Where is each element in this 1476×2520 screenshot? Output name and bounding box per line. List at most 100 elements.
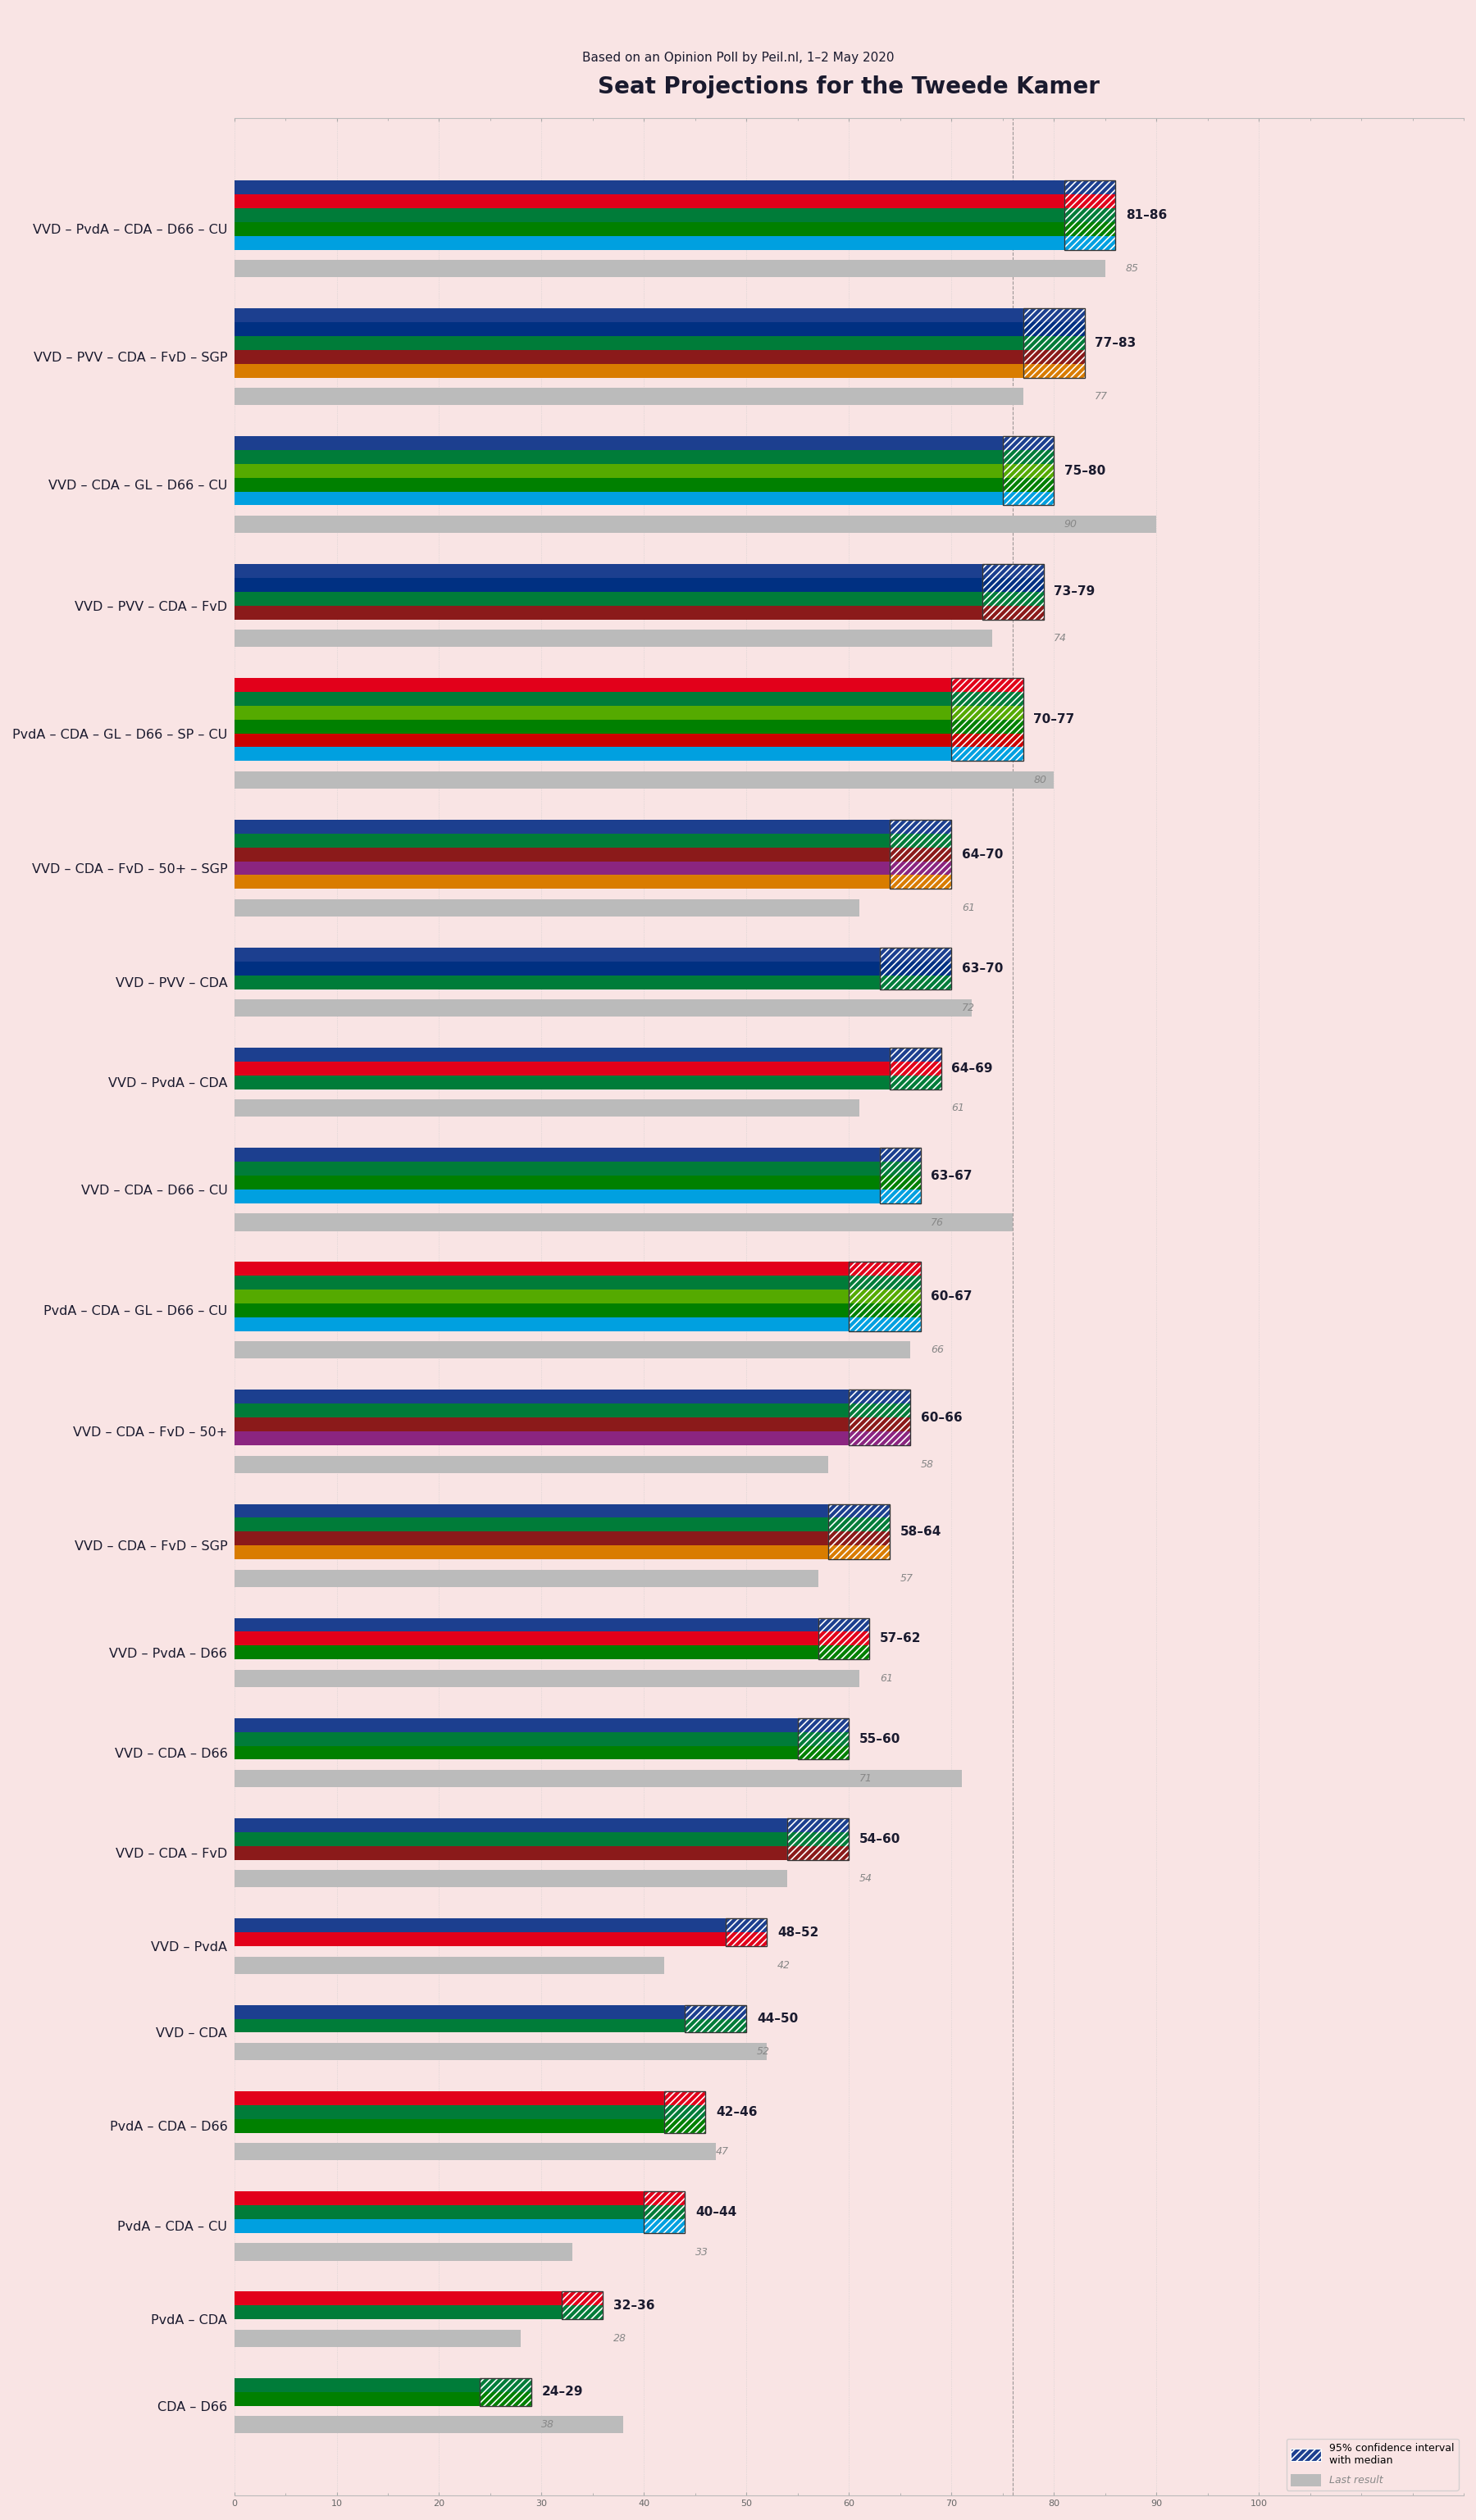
Bar <box>880 1149 921 1202</box>
Bar <box>235 464 1054 479</box>
Bar <box>235 1263 921 1275</box>
Text: 24–29: 24–29 <box>542 2386 583 2399</box>
Text: 47: 47 <box>716 2147 729 2157</box>
Bar <box>1064 181 1116 249</box>
Bar <box>235 1275 921 1290</box>
Bar <box>235 517 1156 534</box>
Bar <box>235 900 859 917</box>
Bar <box>235 436 1054 451</box>
Bar <box>818 1618 869 1658</box>
Text: 81–86: 81–86 <box>1126 209 1168 222</box>
Bar <box>797 1719 849 1759</box>
Bar <box>235 1731 849 1746</box>
Bar <box>1023 307 1085 378</box>
Bar <box>235 975 952 988</box>
Bar <box>235 1431 911 1444</box>
Legend: 95% confidence interval
with median, Last result: 95% confidence interval with median, Las… <box>1287 2439 1458 2490</box>
Bar <box>797 1719 849 1759</box>
Bar <box>480 2379 531 2407</box>
Bar <box>235 307 1085 323</box>
Text: 42–46: 42–46 <box>716 2107 757 2119</box>
Bar <box>235 948 952 963</box>
Text: 64–70: 64–70 <box>962 849 1004 859</box>
Bar <box>235 1290 921 1303</box>
Bar <box>235 1341 911 1358</box>
Text: 54: 54 <box>859 1872 872 1885</box>
Bar <box>952 678 1023 761</box>
Text: 28: 28 <box>614 2334 626 2344</box>
Text: 66: 66 <box>931 1346 945 1356</box>
Bar <box>235 1933 768 1945</box>
Bar <box>235 1000 971 1016</box>
Bar <box>235 1391 911 1404</box>
Bar <box>235 1048 942 1061</box>
Bar <box>480 2379 531 2407</box>
Bar <box>235 2328 521 2346</box>
Bar <box>1064 181 1116 249</box>
Bar <box>818 1618 869 1658</box>
Text: 77–83: 77–83 <box>1095 338 1137 350</box>
Bar <box>235 605 1044 620</box>
Bar <box>235 748 1023 761</box>
Bar <box>235 1719 849 1731</box>
Text: 85: 85 <box>1126 265 1138 275</box>
Text: 32–36: 32–36 <box>614 2298 655 2311</box>
Bar <box>235 678 1023 693</box>
Bar <box>235 350 1085 363</box>
Text: 52: 52 <box>757 2046 770 2056</box>
Bar <box>235 451 1054 464</box>
Bar <box>235 1162 921 1177</box>
Bar <box>562 2291 604 2318</box>
Bar <box>235 847 952 862</box>
Bar <box>235 2205 685 2220</box>
Text: 80: 80 <box>1033 774 1046 786</box>
Bar <box>235 834 952 847</box>
Bar <box>235 721 1023 733</box>
Text: 75–80: 75–80 <box>1064 464 1106 476</box>
Bar <box>235 630 992 648</box>
Bar <box>235 592 1044 605</box>
Text: 61: 61 <box>962 902 974 912</box>
Bar <box>235 1404 911 1419</box>
Bar <box>685 2006 747 2034</box>
Bar <box>235 1646 869 1658</box>
Bar <box>235 963 952 975</box>
Bar <box>235 2119 706 2132</box>
Bar <box>1002 436 1054 507</box>
Bar <box>685 2006 747 2034</box>
Bar <box>788 1819 849 1860</box>
Bar <box>849 1263 921 1331</box>
Bar <box>235 1746 849 1759</box>
Bar <box>235 1099 859 1116</box>
Bar <box>235 819 952 834</box>
Bar <box>890 819 952 890</box>
Bar <box>235 1570 818 1588</box>
Bar <box>235 2006 747 2019</box>
Bar <box>235 1545 890 1560</box>
Bar <box>235 2142 716 2160</box>
Bar <box>664 2092 706 2132</box>
Bar <box>849 1391 911 1444</box>
Bar <box>235 2306 604 2318</box>
Bar <box>235 874 952 890</box>
Bar <box>235 2391 531 2407</box>
Bar <box>235 1419 911 1431</box>
Text: 61: 61 <box>952 1104 964 1114</box>
Bar <box>235 2220 685 2233</box>
Bar <box>235 237 1116 249</box>
Bar <box>1023 307 1085 378</box>
Text: 74: 74 <box>1054 633 1067 643</box>
Text: 58–64: 58–64 <box>900 1525 942 1537</box>
Text: 63–70: 63–70 <box>962 963 1004 975</box>
Bar <box>828 1504 890 1560</box>
Bar <box>235 1532 890 1545</box>
Bar <box>235 577 1044 592</box>
Bar <box>235 2104 706 2119</box>
Bar <box>890 1048 942 1089</box>
Bar <box>235 1918 768 1933</box>
Text: 72: 72 <box>962 1003 974 1013</box>
Bar <box>644 2192 685 2233</box>
Bar <box>235 1318 921 1331</box>
Bar <box>726 1918 768 1945</box>
Bar <box>235 1303 921 1318</box>
